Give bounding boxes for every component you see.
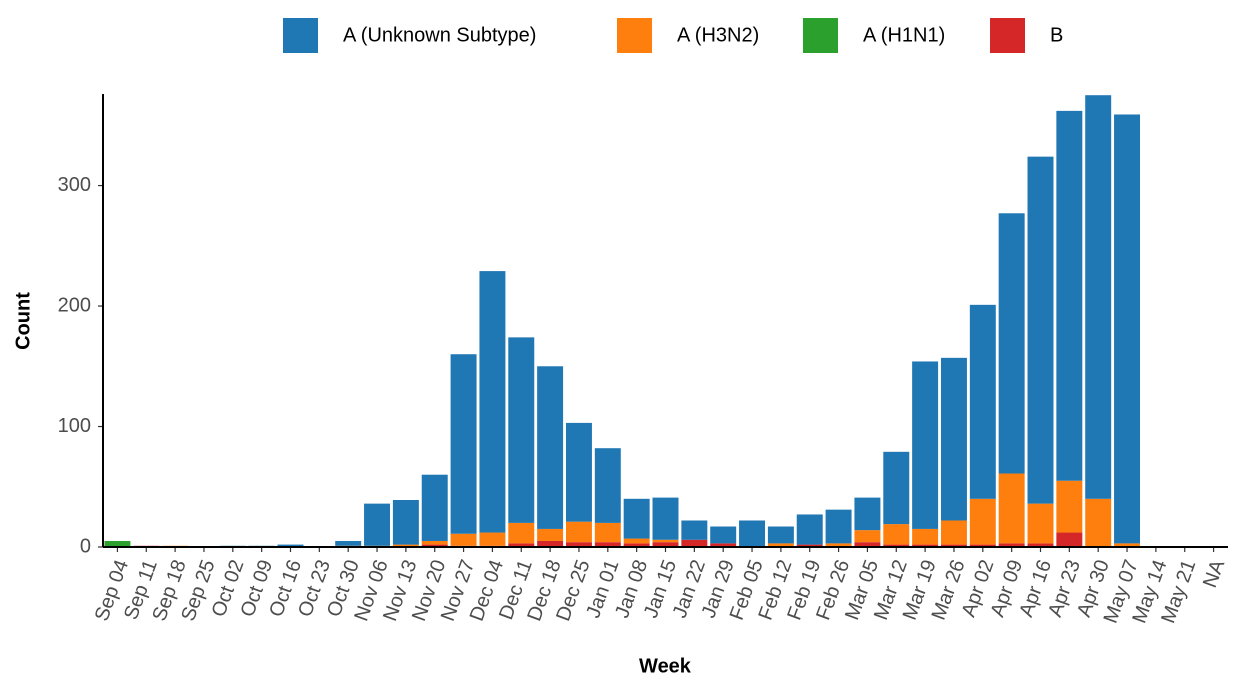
- bar-segment: [594, 522, 621, 543]
- bar-segment: [421, 540, 448, 545]
- bar-segment: [883, 544, 910, 547]
- bar-segment: [912, 528, 939, 545]
- bar-segment: [854, 542, 881, 547]
- bar-segment: [565, 422, 592, 522]
- bar-segment: [1027, 543, 1054, 547]
- bar-segment: [104, 540, 131, 547]
- legend-item: B: [990, 18, 1063, 53]
- bar-segment: [421, 544, 448, 547]
- bar-segment: [392, 544, 419, 547]
- bar-segment: [421, 474, 448, 541]
- bar-segment: [623, 543, 650, 547]
- bar-segment: [883, 451, 910, 525]
- bar-segment: [825, 509, 852, 544]
- bar-segment: [594, 542, 621, 547]
- bar-segment: [767, 526, 794, 544]
- bar-segment: [508, 337, 535, 523]
- bar-segment: [969, 544, 996, 547]
- bar-segment: [681, 539, 708, 547]
- bar-segment: [508, 543, 535, 547]
- legend-swatch: [803, 18, 838, 53]
- legend-item: A (H1N1): [803, 18, 945, 53]
- bar-segment: [623, 498, 650, 539]
- bar-segment: [479, 532, 506, 546]
- bar-segment: [854, 530, 881, 543]
- bar-segment: [681, 520, 708, 540]
- bar-segment: [652, 497, 679, 540]
- bar-segment: [940, 520, 967, 545]
- x-axis-title: Week: [639, 655, 692, 677]
- legend-swatch: [283, 18, 318, 53]
- bar-segment: [998, 543, 1025, 547]
- bar-segment: [450, 533, 477, 546]
- y-tick-label: 100: [58, 415, 91, 437]
- bar-segment: [998, 473, 1025, 544]
- legend-label: B: [1050, 24, 1063, 46]
- legend-label: A (Unknown Subtype): [343, 24, 536, 46]
- bar-segment: [652, 542, 679, 547]
- bar-segment: [940, 544, 967, 547]
- y-tick-label: 0: [80, 535, 91, 557]
- bar-segment: [969, 498, 996, 545]
- bar-segment: [277, 544, 304, 547]
- legend-label: A (H3N2): [677, 24, 759, 46]
- bar-segment: [710, 526, 737, 544]
- legend-item: A (H3N2): [617, 18, 759, 53]
- bar-segment: [537, 528, 564, 541]
- bar-segment: [1027, 503, 1054, 544]
- bar-segment: [508, 522, 535, 544]
- bar-segment: [537, 540, 564, 547]
- y-tick-label: 300: [58, 174, 91, 196]
- bar-segment: [1085, 95, 1112, 499]
- legend-item: A (Unknown Subtype): [283, 18, 536, 53]
- bar-segment: [565, 521, 592, 543]
- bar-segment: [883, 524, 910, 545]
- bar-segment: [1085, 498, 1112, 547]
- bar-segment: [450, 354, 477, 534]
- bar-segment: [739, 520, 766, 547]
- bar-segment: [652, 539, 679, 543]
- bar-segment: [335, 540, 362, 546]
- bar-segment: [854, 497, 881, 531]
- bar-segment: [767, 543, 794, 547]
- bar-segment: [364, 503, 391, 546]
- x-tick-label: NA: [1199, 556, 1229, 590]
- bar-segment: [796, 514, 823, 545]
- bar-segment: [912, 544, 939, 547]
- bar-segment: [479, 271, 506, 533]
- bar-segment: [940, 357, 967, 521]
- bar-segment: [912, 361, 939, 529]
- legend-swatch: [617, 18, 652, 53]
- legend-swatch: [990, 18, 1025, 53]
- bar-segment: [594, 448, 621, 523]
- bar-segment: [710, 543, 737, 547]
- bar-segment: [796, 544, 823, 547]
- bar-segment: [623, 538, 650, 544]
- bar-segment: [1027, 156, 1054, 504]
- bar-segment: [998, 213, 1025, 474]
- bar-segment: [1114, 114, 1141, 544]
- bar-segment: [392, 500, 419, 545]
- y-tick-label: 200: [58, 294, 91, 316]
- bar-segment: [565, 542, 592, 547]
- bar-segment: [1056, 480, 1083, 533]
- bar-segment: [969, 304, 996, 499]
- bar-segment: [537, 366, 564, 529]
- bar-segment: [1114, 543, 1141, 547]
- bar-segment: [825, 543, 852, 547]
- y-axis-title: Count: [12, 292, 34, 350]
- bar-segment: [1056, 110, 1083, 481]
- bar-segment: [1056, 532, 1083, 547]
- legend-label: A (H1N1): [863, 24, 945, 46]
